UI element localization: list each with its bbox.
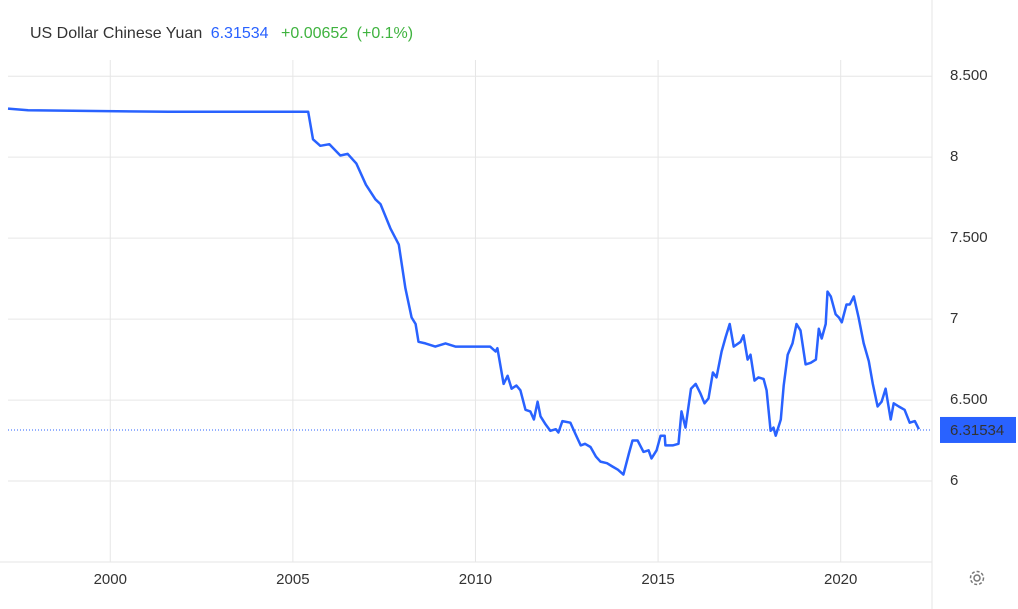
last-price-label: 6.31534 (950, 422, 1004, 439)
y-tick-label: 7.500 (950, 229, 988, 246)
y-tick-label: 6.500 (950, 391, 988, 408)
x-tick-label: 2005 (276, 571, 309, 588)
chart-header: US Dollar Chinese Yuan 6.31534 +0.00652 … (30, 25, 413, 42)
x-tick-label: 2000 (94, 571, 127, 588)
y-tick-label: 8 (950, 148, 958, 165)
x-tick-label: 2010 (459, 571, 492, 588)
y-tick-label: 7 (950, 310, 958, 327)
gear-rim (969, 570, 985, 586)
change: +0.00652 (281, 25, 348, 42)
gear-hub (973, 574, 981, 582)
chart-title: US Dollar Chinese Yuan (30, 25, 202, 42)
y-tick-label: 8.500 (950, 67, 988, 84)
settings-icon[interactable] (969, 570, 985, 586)
last-price-badge (940, 416, 1016, 443)
price-line (7, 107, 921, 476)
change-percent: (+0.1%) (357, 25, 413, 42)
price: 6.31534 (211, 25, 269, 42)
x-tick-label: 2020 (824, 571, 857, 588)
y-tick-label: 6 (950, 472, 958, 489)
x-tick-label: 2015 (641, 571, 674, 588)
